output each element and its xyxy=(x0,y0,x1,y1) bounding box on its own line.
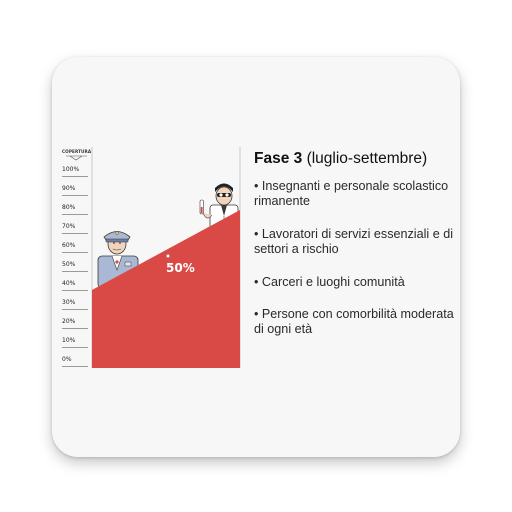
tick-label: 0% xyxy=(62,356,72,363)
bullet-item: • Insegnanti e personale scolastico rima… xyxy=(254,179,449,208)
tick-line xyxy=(62,290,88,291)
tick-label: 10% xyxy=(62,337,76,344)
phase-title: Fase 3 (luglio-settembre) xyxy=(254,150,427,168)
bullet-item: • Lavoratori di servizi essenziali e di … xyxy=(254,227,453,256)
tick-line xyxy=(62,328,88,329)
phase-title-bold: Fase 3 xyxy=(254,150,303,167)
coverage-label: COPERTURA xyxy=(62,149,92,154)
tick-line xyxy=(62,366,88,367)
tick-label: 50% xyxy=(62,261,76,268)
tick-label: 20% xyxy=(62,318,76,325)
phase-title-period: (luglio-settembre) xyxy=(302,150,428,167)
bullet-item: • Persone con comorbilità moderata di og… xyxy=(254,307,454,336)
bullet-item: • Carceri e luoghi comunità xyxy=(254,275,405,289)
tick-line xyxy=(62,233,88,234)
tick-label: 40% xyxy=(62,280,76,287)
tick-label: 60% xyxy=(62,242,76,249)
tick-line xyxy=(62,176,88,177)
tick-line xyxy=(62,309,88,310)
tick-label: 90% xyxy=(62,185,76,192)
coverage-level-label: 50% xyxy=(166,261,195,275)
tick-label: 80% xyxy=(62,204,76,211)
tick-line xyxy=(62,195,88,196)
tick-line xyxy=(62,214,88,215)
tick-line xyxy=(62,347,88,348)
coverage-fill-area xyxy=(92,210,240,368)
tick-label: 70% xyxy=(62,223,76,230)
tick-label: 30% xyxy=(62,299,76,306)
tick-label: 100% xyxy=(62,166,80,173)
coverage-pointer xyxy=(66,155,87,161)
tick-line xyxy=(62,271,88,272)
tick-line xyxy=(62,252,88,253)
level-marker xyxy=(166,254,170,258)
